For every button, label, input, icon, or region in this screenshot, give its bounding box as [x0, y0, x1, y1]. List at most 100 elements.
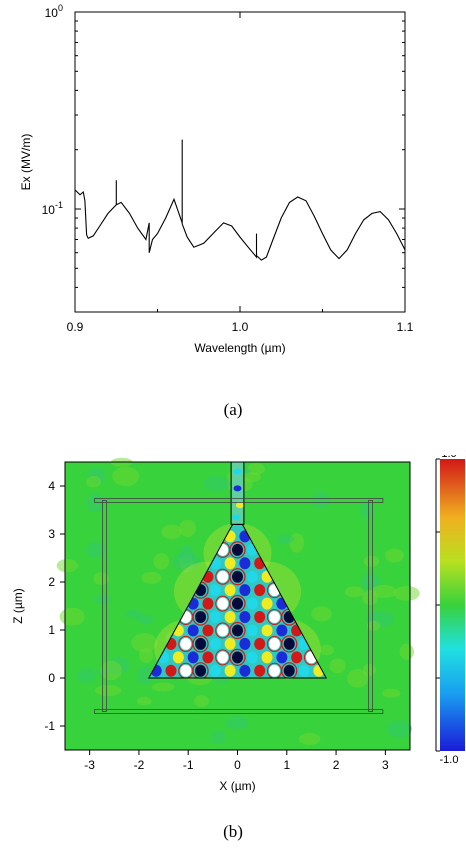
field-texture: [136, 614, 154, 625]
field-lobe: [224, 637, 236, 650]
field-texture: [311, 606, 332, 622]
field-texture: [131, 633, 158, 653]
y-tick-label: -1: [44, 719, 55, 733]
field-lobe: [195, 664, 207, 677]
field-lobe: [187, 651, 199, 664]
field-lobe: [276, 651, 288, 664]
frame-side-rail: [102, 500, 107, 712]
field-lobe-ring: [192, 635, 209, 653]
field-lobe: [217, 570, 229, 583]
field-lobe: [276, 624, 288, 637]
field-texture: [94, 684, 122, 697]
y-tick-label: 4: [48, 479, 55, 493]
colorbar-max-label: 1.0: [441, 455, 456, 460]
field-lobe: [268, 637, 280, 650]
line-chart: 10-1 100 0.9 1.0 1.1 Wavelength (µm) Ex (MV/m): [19, 3, 414, 355]
field-lobe: [224, 664, 236, 677]
field-lobe-ring: [281, 662, 298, 679]
field-lobe: [202, 651, 214, 664]
field-lobe: [298, 664, 310, 677]
field-texture: [136, 665, 154, 685]
field-texture: [172, 552, 201, 571]
x-axis-label: X (µm): [219, 779, 255, 793]
field-texture: [385, 548, 405, 563]
field-lobe: [224, 557, 236, 570]
field-texture: [153, 552, 170, 570]
field-lobe: [268, 664, 280, 677]
field-texture: [100, 660, 122, 681]
field-lobe: [209, 611, 221, 624]
field-texture: [360, 573, 381, 590]
colorbar: [440, 459, 465, 751]
field-texture: [112, 466, 140, 487]
y-axis-label: Ex (MV/m): [19, 134, 33, 191]
field-lobe: [268, 611, 280, 624]
field-texture: [366, 620, 381, 631]
field-lobe: [246, 597, 258, 610]
field-texture: [241, 472, 262, 483]
waveguide-field-spot: [235, 502, 244, 509]
field-lobe: [246, 624, 258, 637]
field-texture: [386, 720, 412, 738]
field-lobe: [254, 611, 266, 624]
field-texture: [276, 534, 295, 544]
field-texture: [76, 668, 96, 683]
field-texture: [247, 462, 265, 476]
field-lobe: [209, 637, 221, 650]
field-texture: [313, 491, 330, 509]
caption-b: (b): [223, 822, 243, 841]
frame-side-rail: [368, 500, 373, 712]
field-lobe-ring: [229, 648, 246, 666]
field-texture: [203, 476, 231, 492]
field-texture: [59, 607, 85, 626]
field-lobe: [217, 597, 229, 610]
x-tick-label: 1.1: [397, 320, 414, 334]
field-lobe: [232, 624, 243, 637]
field-lobe: [239, 584, 251, 597]
field-lobe-ring: [229, 568, 246, 586]
field-texture: [151, 682, 175, 692]
y-tick-label: 10-1: [42, 200, 63, 217]
field-lobe: [232, 651, 243, 664]
frame-bottom-rail: [94, 709, 384, 715]
field-lobe: [239, 664, 251, 677]
field-lobe: [195, 611, 207, 624]
waveguide-field-spot: [233, 468, 242, 475]
caption-a: (a): [223, 400, 243, 419]
field-texture: [393, 585, 420, 601]
field-lobe: [180, 664, 192, 677]
field-lobe: [254, 637, 266, 650]
field-texture: [329, 658, 346, 674]
field-lobe: [261, 624, 273, 637]
plot-frame: [74, 11, 406, 313]
series-line: [74, 139, 406, 261]
x-tick-label: 1: [283, 758, 290, 772]
field-texture: [210, 730, 226, 744]
field-texture: [360, 501, 373, 520]
field-lobe: [224, 584, 236, 597]
field-lobe: [209, 664, 221, 677]
field-texture: [382, 688, 401, 698]
field-lobe: [209, 584, 221, 597]
y-tick-label: 2: [48, 575, 55, 589]
y-axis-label: Z (µm): [11, 588, 25, 624]
x-tick-label: -3: [84, 758, 95, 772]
field-texture: [344, 586, 364, 598]
field-lobe: [254, 664, 266, 677]
waveguide-field-spot: [232, 514, 241, 521]
field-lobe: [217, 651, 229, 664]
field-heatmap: -3 -2 -1 0 1 2 3 -1 0 1 2 3 4 X (µm) Z (µm) 1.0 -1.0: [11, 455, 465, 793]
x-tick-label: 2: [333, 758, 340, 772]
field-texture: [193, 695, 209, 708]
field-texture: [136, 696, 152, 706]
field-lobe: [239, 637, 251, 650]
field-texture: [85, 541, 105, 558]
field-texture: [141, 571, 162, 584]
field-texture: [179, 519, 197, 538]
x-tick-label: -2: [134, 758, 145, 772]
y-tick-label: 0: [48, 671, 55, 685]
field-lobe: [202, 597, 214, 610]
field-lobe-ring: [229, 621, 246, 640]
field-texture: [347, 668, 369, 688]
field-lobe: [291, 651, 303, 664]
